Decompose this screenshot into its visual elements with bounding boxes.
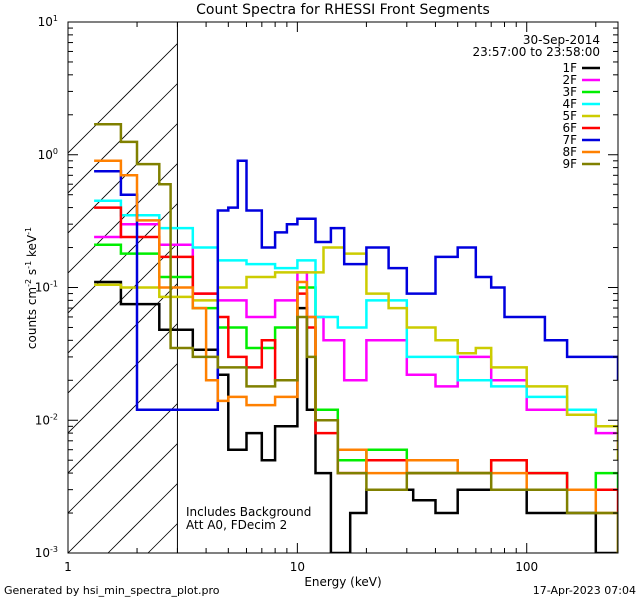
legend-label-7f: 7F [562, 133, 577, 147]
y-tick-label: 100 [38, 147, 58, 162]
y-tick-label: 10-3 [35, 545, 58, 560]
legend-label-8f: 8F [562, 145, 577, 159]
series-5f-line [94, 246, 618, 461]
observation-time-range: 23:57:00 to 23:58:00 [473, 45, 600, 59]
hatch-line [68, 22, 200, 154]
series-7f-line [94, 159, 618, 411]
observation-date: 30-Sep-2014 [523, 33, 600, 47]
chart-title: Count Spectra for RHESSI Front Segments [196, 2, 490, 18]
legend-label-4f: 4F [562, 97, 577, 111]
x-tick-label: 1 [64, 560, 72, 574]
legend-label-9f: 9F [562, 157, 577, 171]
y-tick-label: 10-2 [35, 412, 58, 427]
legend-label-6f: 6F [562, 121, 577, 135]
y-tick-label: 101 [38, 14, 58, 29]
legend-label-1f: 1F [562, 61, 577, 75]
x-tick-label: 100 [515, 560, 538, 574]
series-9f-line [94, 122, 618, 553]
hatch-mask [177, 22, 618, 553]
series-4f-line [94, 199, 618, 441]
x-axis-label: Energy (keV) [304, 575, 381, 589]
hatch-line [628, 0, 640, 553]
series-layer [94, 122, 618, 553]
y-axis-label: counts cm-2 s-1 keV-1 [24, 227, 39, 349]
annotation-attenuator: Att A0, FDecim 2 [186, 518, 287, 532]
x-tick-label: 10 [290, 560, 305, 574]
axes: 1 10 100 10-3 10-2 10-1 100 101 [35, 14, 618, 574]
legend-label-5f: 5F [562, 109, 577, 123]
generation-timestamp: 17-Apr-2023 07:04 [532, 584, 636, 597]
legend-label-2f: 2F [562, 73, 577, 87]
legend-label-3f: 3F [562, 85, 577, 99]
generated-by-note: Generated by hsi_min_spectra_plot.pro [4, 584, 220, 597]
series-8f-line [94, 159, 618, 553]
annotation-background: Includes Background [186, 505, 311, 519]
y-tick-label: 10-1 [35, 280, 58, 295]
excluded-energy-hatch [68, 0, 640, 553]
